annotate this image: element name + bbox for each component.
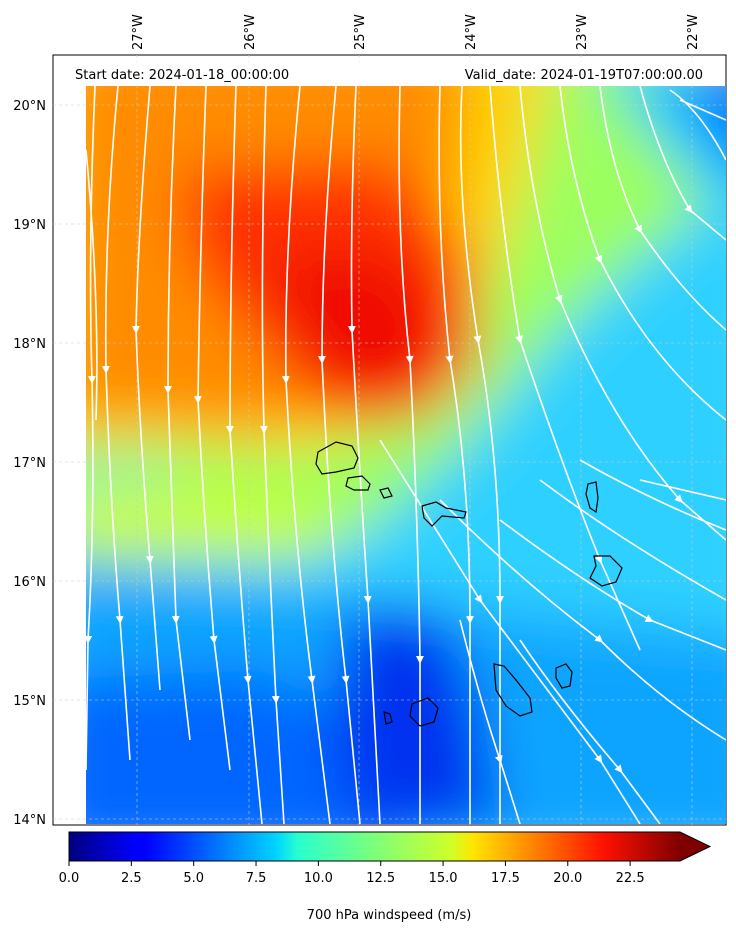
- colorbar-gradient: [69, 832, 680, 861]
- colorbar-tick-label: 15.0: [429, 871, 458, 886]
- colorbar-tick-label: 5.0: [183, 871, 204, 886]
- lon-tick: 27°W: [131, 14, 146, 50]
- valid-date-label: Valid_date: 2024-01-19T07:00:00.00: [465, 68, 703, 83]
- island-fogo: [409, 697, 439, 727]
- lon-tick: 25°W: [353, 14, 368, 50]
- lat-tick: 18°N: [13, 337, 46, 352]
- start-date-label: Start date: 2024-01-18_00:00:00: [75, 68, 289, 83]
- island-brava: [383, 711, 393, 725]
- lat-tick: 15°N: [13, 694, 46, 709]
- colorbar-outline: [68, 831, 712, 862]
- longitude-labels: 27°W 26°W 25°W 24°W 23°W 22°W: [131, 14, 701, 50]
- colorbar-tick-label: 20.0: [553, 871, 582, 886]
- date-info-bar: [68, 62, 710, 85]
- lon-tick: 24°W: [464, 14, 479, 50]
- island-santiago: [493, 663, 533, 717]
- island-sal: [585, 481, 599, 514]
- lat-tick: 16°N: [13, 575, 46, 590]
- lat-tick: 14°N: [13, 813, 46, 828]
- lon-tick: 22°W: [686, 14, 701, 50]
- island-maio: [555, 663, 573, 689]
- island-coastlines: [315, 441, 623, 727]
- island-santo-antao: [315, 441, 359, 475]
- colorbar: 0.0 2.5 5.0 7.5 10.0 12.5 15.0 17.5 20.0 22.5 700…: [59, 831, 712, 923]
- island-sao-vicente: [345, 475, 371, 491]
- colorbar-title: 700 hPa windspeed (m/s): [307, 908, 472, 923]
- lon-tick: 26°W: [243, 14, 258, 50]
- colorbar-ticks: 0.0 2.5 5.0 7.5 10.0 12.5 15.0 17.5 20.0 22.5: [59, 861, 645, 886]
- lat-tick: 20°N: [13, 99, 46, 114]
- colorbar-tick-label: 12.5: [366, 871, 395, 886]
- wind-streamlines: [86, 86, 726, 824]
- colorbar-tick-label: 10.0: [304, 871, 333, 886]
- island-sao-nicolau: [421, 501, 467, 527]
- colorbar-extend-arrow: [680, 832, 710, 861]
- lat-tick: 17°N: [13, 456, 46, 471]
- colorbar-tick-label: 22.5: [616, 871, 645, 886]
- latitude-labels: 20°N 19°N 18°N 17°N 16°N 15°N 14°N: [13, 99, 46, 828]
- colorbar-tick-label: 17.5: [491, 871, 520, 886]
- colorbar-tick-label: 7.5: [246, 871, 267, 886]
- island-santa-luzia: [379, 487, 393, 499]
- lat-tick: 19°N: [13, 218, 46, 233]
- colorbar-tick-label: 0.0: [59, 871, 80, 886]
- lon-tick: 23°W: [575, 14, 590, 50]
- colorbar-tick-label: 2.5: [121, 871, 142, 886]
- island-boa-vista: [589, 555, 623, 587]
